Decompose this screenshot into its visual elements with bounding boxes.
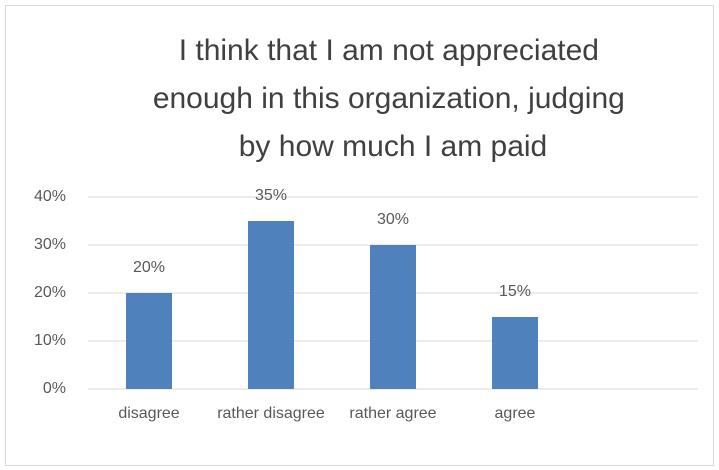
bar — [248, 221, 294, 389]
chart-border — [5, 5, 714, 466]
y-tick-label: 10% — [34, 332, 66, 349]
data-label: 35% — [255, 187, 287, 204]
bar — [492, 317, 538, 389]
x-tick-label: rather agree — [349, 405, 436, 422]
y-tick-label: 30% — [34, 236, 66, 253]
x-tick-label: disagree — [118, 405, 179, 422]
y-tick-label: 40% — [34, 188, 66, 205]
bar — [126, 293, 172, 389]
x-tick-label: rather disagree — [217, 405, 325, 422]
bar — [370, 245, 416, 389]
data-label: 30% — [377, 211, 409, 228]
x-tick-label: agree — [495, 405, 536, 422]
y-tick-label: 20% — [34, 284, 66, 301]
data-label: 15% — [499, 283, 531, 300]
chart-title: I think that I am not appreciated enough… — [153, 34, 633, 163]
y-tick-label: 0% — [43, 380, 66, 397]
data-label: 20% — [133, 259, 165, 276]
